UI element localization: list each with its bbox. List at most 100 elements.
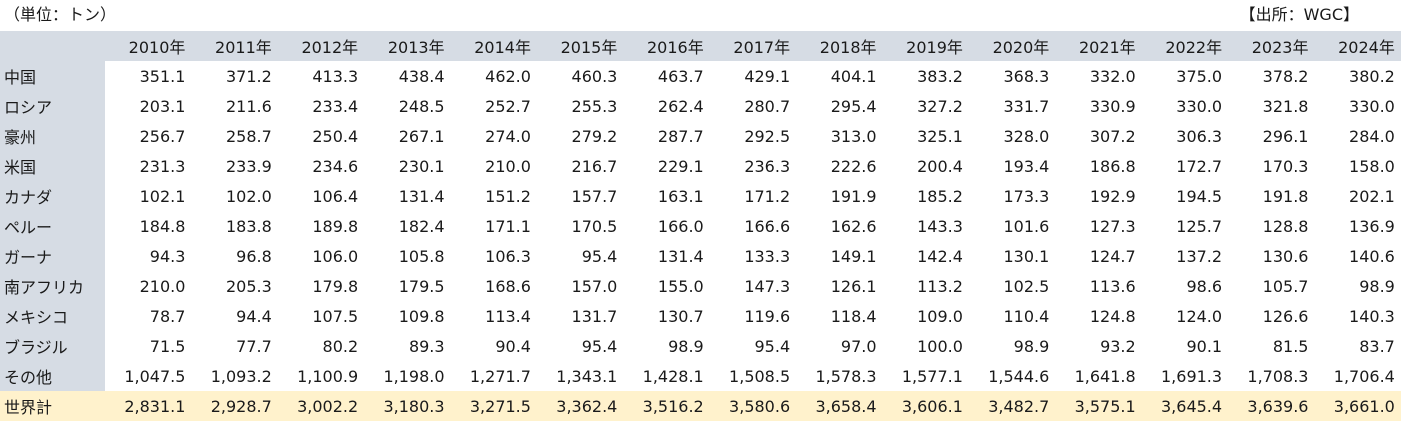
value-cell[interactable]: 262.4 xyxy=(623,91,710,121)
year-header[interactable]: 2021年 xyxy=(1055,31,1142,61)
value-cell[interactable]: 1,708.3 xyxy=(1228,361,1315,391)
value-cell[interactable]: 274.0 xyxy=(450,121,537,151)
value-cell[interactable]: 98.6 xyxy=(1141,271,1229,301)
value-cell[interactable]: 250.4 xyxy=(277,121,365,151)
value-cell[interactable]: 328.0 xyxy=(968,121,1056,151)
value-cell[interactable]: 77.7 xyxy=(191,331,278,361)
value-cell[interactable]: 331.7 xyxy=(968,91,1056,121)
value-cell[interactable]: 330.0 xyxy=(1314,91,1401,121)
value-cell[interactable]: 137.2 xyxy=(1141,241,1229,271)
value-cell[interactable]: 463.7 xyxy=(623,61,710,91)
value-cell[interactable]: 131.4 xyxy=(364,181,451,211)
value-cell[interactable]: 230.1 xyxy=(364,151,451,181)
value-cell[interactable]: 71.5 xyxy=(105,331,192,361)
value-cell[interactable]: 113.2 xyxy=(882,271,969,301)
value-cell[interactable]: 136.9 xyxy=(1314,211,1401,241)
value-cell[interactable]: 267.1 xyxy=(364,121,451,151)
value-cell[interactable]: 1,100.9 xyxy=(277,361,365,391)
value-cell[interactable]: 124.0 xyxy=(1141,301,1229,331)
value-cell[interactable]: 191.9 xyxy=(796,181,883,211)
value-cell[interactable]: 368.3 xyxy=(968,61,1056,91)
value-cell[interactable]: 171.1 xyxy=(450,211,537,241)
value-cell[interactable]: 90.4 xyxy=(450,331,537,361)
value-cell[interactable]: 191.8 xyxy=(1228,181,1315,211)
value-cell[interactable]: 1,578.3 xyxy=(796,361,883,391)
value-cell[interactable]: 380.2 xyxy=(1314,61,1401,91)
value-cell[interactable]: 371.2 xyxy=(191,61,278,91)
value-cell[interactable]: 330.0 xyxy=(1141,91,1229,121)
total-value-cell[interactable]: 3,606.1 xyxy=(882,391,969,421)
value-cell[interactable]: 460.3 xyxy=(536,61,624,91)
value-cell[interactable]: 113.6 xyxy=(1055,271,1142,301)
value-cell[interactable]: 173.3 xyxy=(968,181,1056,211)
value-cell[interactable]: 233.4 xyxy=(277,91,365,121)
value-cell[interactable]: 179.5 xyxy=(364,271,451,301)
value-cell[interactable]: 325.1 xyxy=(882,121,969,151)
value-cell[interactable]: 133.3 xyxy=(709,241,797,271)
total-value-cell[interactable]: 3,482.7 xyxy=(968,391,1056,421)
value-cell[interactable]: 149.1 xyxy=(796,241,883,271)
value-cell[interactable]: 183.8 xyxy=(191,211,278,241)
value-cell[interactable]: 170.3 xyxy=(1228,151,1315,181)
value-cell[interactable]: 1,198.0 xyxy=(364,361,451,391)
year-header[interactable]: 2018年 xyxy=(796,31,883,61)
value-cell[interactable]: 102.1 xyxy=(105,181,192,211)
value-cell[interactable]: 95.4 xyxy=(536,331,624,361)
year-header[interactable]: 2010年 xyxy=(105,31,192,61)
value-cell[interactable]: 163.1 xyxy=(623,181,710,211)
value-cell[interactable]: 222.6 xyxy=(796,151,883,181)
total-value-cell[interactable]: 3,516.2 xyxy=(623,391,710,421)
value-cell[interactable]: 378.2 xyxy=(1228,61,1315,91)
country-label-cell[interactable]: ペルー xyxy=(0,211,105,241)
value-cell[interactable]: 292.5 xyxy=(709,121,797,151)
value-cell[interactable]: 1,047.5 xyxy=(105,361,192,391)
value-cell[interactable]: 98.9 xyxy=(1314,271,1401,301)
value-cell[interactable]: 98.9 xyxy=(968,331,1056,361)
year-header[interactable]: 2016年 xyxy=(623,31,710,61)
value-cell[interactable]: 258.7 xyxy=(191,121,278,151)
value-cell[interactable]: 1,691.3 xyxy=(1141,361,1229,391)
value-cell[interactable]: 130.6 xyxy=(1228,241,1315,271)
country-label-cell[interactable]: カナダ xyxy=(0,181,105,211)
value-cell[interactable]: 166.6 xyxy=(709,211,797,241)
value-cell[interactable]: 113.4 xyxy=(450,301,537,331)
value-cell[interactable]: 438.4 xyxy=(364,61,451,91)
value-cell[interactable]: 313.0 xyxy=(796,121,883,151)
value-cell[interactable]: 119.6 xyxy=(709,301,797,331)
value-cell[interactable]: 462.0 xyxy=(450,61,537,91)
value-cell[interactable]: 229.1 xyxy=(623,151,710,181)
value-cell[interactable]: 95.4 xyxy=(536,241,624,271)
value-cell[interactable]: 307.2 xyxy=(1055,121,1142,151)
value-cell[interactable]: 192.9 xyxy=(1055,181,1142,211)
value-cell[interactable]: 248.5 xyxy=(364,91,451,121)
total-value-cell[interactable]: 3,658.4 xyxy=(796,391,883,421)
value-cell[interactable]: 413.3 xyxy=(277,61,365,91)
total-value-cell[interactable]: 3,575.1 xyxy=(1055,391,1142,421)
value-cell[interactable]: 203.1 xyxy=(105,91,192,121)
value-cell[interactable]: 185.2 xyxy=(882,181,969,211)
value-cell[interactable]: 106.3 xyxy=(450,241,537,271)
value-cell[interactable]: 332.0 xyxy=(1055,61,1142,91)
value-cell[interactable]: 140.3 xyxy=(1314,301,1401,331)
value-cell[interactable]: 1,093.2 xyxy=(191,361,278,391)
value-cell[interactable]: 429.1 xyxy=(709,61,797,91)
value-cell[interactable]: 142.4 xyxy=(882,241,969,271)
value-cell[interactable]: 205.3 xyxy=(191,271,278,301)
value-cell[interactable]: 375.0 xyxy=(1141,61,1229,91)
value-cell[interactable]: 102.0 xyxy=(191,181,278,211)
value-cell[interactable]: 1,271.7 xyxy=(450,361,537,391)
country-label-cell[interactable]: 米国 xyxy=(0,151,105,181)
value-cell[interactable]: 151.2 xyxy=(450,181,537,211)
value-cell[interactable]: 157.7 xyxy=(536,181,624,211)
value-cell[interactable]: 143.3 xyxy=(882,211,969,241)
value-cell[interactable]: 1,544.6 xyxy=(968,361,1056,391)
value-cell[interactable]: 351.1 xyxy=(105,61,192,91)
value-cell[interactable]: 125.7 xyxy=(1141,211,1229,241)
value-cell[interactable]: 168.6 xyxy=(450,271,537,301)
value-cell[interactable]: 109.0 xyxy=(882,301,969,331)
value-cell[interactable]: 96.8 xyxy=(191,241,278,271)
value-cell[interactable]: 256.7 xyxy=(105,121,192,151)
value-cell[interactable]: 1,343.1 xyxy=(536,361,624,391)
value-cell[interactable]: 179.8 xyxy=(277,271,365,301)
value-cell[interactable]: 166.0 xyxy=(623,211,710,241)
